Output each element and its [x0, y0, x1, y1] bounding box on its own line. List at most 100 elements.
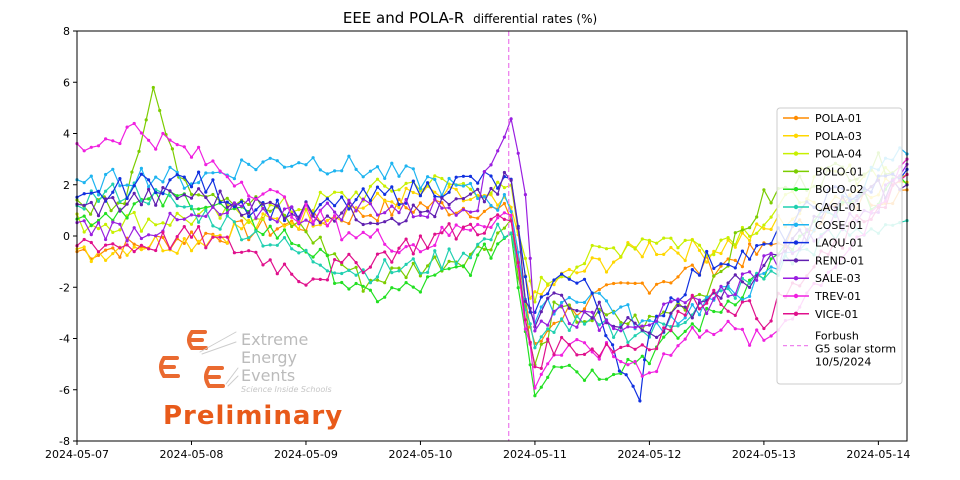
- data-point: [147, 138, 151, 142]
- data-point: [726, 294, 730, 298]
- chart-title: EEE and POLA-R differential rates (%): [343, 9, 597, 27]
- data-point: [383, 199, 387, 203]
- data-point: [340, 211, 344, 215]
- data-point: [612, 246, 616, 250]
- data-point: [297, 221, 301, 225]
- data-point: [132, 245, 136, 249]
- data-point: [502, 235, 506, 240]
- data-point: [502, 170, 506, 175]
- data-point: [647, 319, 652, 323]
- data-point: [690, 326, 694, 330]
- data-point: [733, 296, 737, 300]
- data-point: [697, 273, 702, 277]
- data-point: [211, 235, 215, 239]
- data-point: [539, 372, 543, 376]
- data-point: [440, 206, 444, 210]
- data-point: [347, 207, 351, 211]
- data-point: [225, 214, 229, 218]
- data-point: [669, 245, 673, 250]
- data-point: [762, 271, 766, 276]
- data-point: [533, 346, 537, 350]
- data-point: [582, 300, 587, 305]
- data-point: [161, 230, 165, 234]
- data-point: [361, 175, 365, 179]
- data-point: [690, 316, 694, 320]
- data-point: [197, 187, 201, 191]
- data-point: [705, 260, 709, 264]
- data-point: [640, 255, 644, 259]
- data-point: [762, 242, 766, 246]
- data-point: [619, 320, 623, 325]
- data-point: [516, 260, 520, 265]
- legend-box: [776, 107, 903, 385]
- data-point: [147, 187, 151, 191]
- data-point: [354, 261, 358, 265]
- data-point: [440, 267, 444, 271]
- data-point: [383, 176, 387, 180]
- data-point: [468, 192, 473, 196]
- data-point: [447, 185, 451, 189]
- data-point: [368, 288, 372, 292]
- data-point: [397, 188, 401, 192]
- data-point: [697, 335, 702, 339]
- data-point: [232, 251, 236, 255]
- data-point: [325, 197, 329, 201]
- data-point: [368, 213, 372, 217]
- data-point: [147, 217, 151, 221]
- data-point: [426, 264, 430, 268]
- legend-label-forbush: G5 solar storm: [815, 343, 896, 356]
- data-point: [104, 243, 108, 247]
- data-point: [726, 281, 730, 285]
- data-point: [740, 231, 745, 235]
- data-point: [197, 225, 201, 229]
- data-point: [197, 181, 201, 185]
- data-point: [218, 227, 222, 231]
- data-point: [733, 231, 737, 235]
- data-point: [151, 85, 155, 90]
- data-point: [539, 275, 543, 279]
- data-point: [96, 144, 101, 148]
- data-point: [275, 243, 279, 247]
- data-point: [597, 310, 601, 314]
- data-point: [275, 198, 279, 202]
- data-point: [204, 190, 208, 194]
- data-point: [719, 289, 723, 293]
- data-point: [633, 359, 637, 364]
- data-point: [168, 223, 172, 227]
- data-point: [111, 167, 115, 171]
- legend-marker: [793, 240, 799, 245]
- data-point: [354, 167, 358, 171]
- data-point: [118, 184, 122, 188]
- data-point: [368, 265, 372, 269]
- data-point: [404, 275, 408, 280]
- data-point: [552, 291, 556, 295]
- data-point: [325, 172, 329, 176]
- data-point: [132, 226, 136, 230]
- data-point: [197, 220, 201, 224]
- data-point: [175, 218, 179, 222]
- data-point: [560, 335, 564, 340]
- data-point: [690, 238, 694, 242]
- data-point: [333, 252, 337, 256]
- eee-logo-rays: [199, 331, 239, 387]
- data-point: [633, 281, 637, 285]
- data-point: [397, 206, 401, 210]
- data-point: [189, 249, 194, 253]
- data-point: [130, 170, 134, 174]
- data-point: [290, 221, 294, 225]
- data-point: [567, 328, 571, 332]
- data-point: [662, 352, 666, 356]
- data-point: [411, 179, 415, 183]
- series-line: [76, 175, 908, 398]
- data-point: [489, 225, 493, 229]
- data-point: [560, 353, 564, 357]
- data-point: [626, 281, 630, 285]
- data-point: [552, 309, 556, 313]
- data-point: [516, 286, 520, 290]
- data-point: [733, 327, 737, 331]
- data-point: [433, 174, 437, 178]
- data-point: [476, 209, 480, 213]
- data-point: [218, 235, 222, 239]
- data-point: [240, 180, 244, 184]
- data-point: [552, 352, 556, 357]
